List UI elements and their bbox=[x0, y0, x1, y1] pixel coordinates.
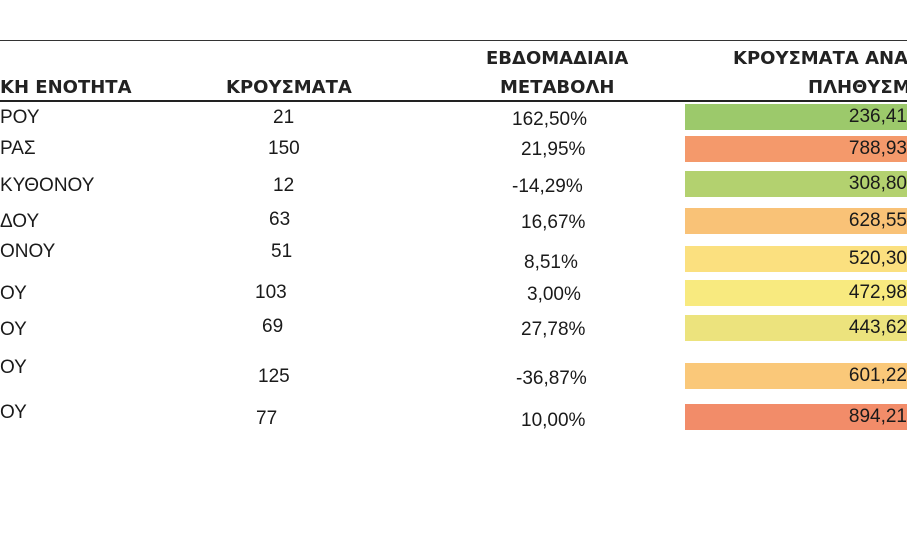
row-cases: 69 bbox=[262, 316, 284, 337]
row-rate-bar: 601,22 bbox=[685, 363, 907, 389]
row-weekly-change: 21,95% bbox=[521, 139, 586, 160]
row-region-name: ΟΝΟΥ bbox=[0, 241, 56, 262]
row-rate-value: 308,80 bbox=[848, 173, 907, 194]
row-weekly-change: 162,50% bbox=[512, 109, 588, 130]
header-bottom-border bbox=[0, 100, 907, 102]
row-weekly-change: 27,78% bbox=[521, 319, 586, 340]
row-rate-value: 520,30 bbox=[848, 248, 907, 269]
row-cases: 63 bbox=[269, 209, 291, 230]
header-per-population-line2: ΠΛΗΘΥΣΜ bbox=[808, 77, 907, 98]
row-region-name: ΡΟΥ bbox=[0, 107, 40, 128]
row-weekly-change: 16,67% bbox=[521, 212, 586, 233]
row-region-name: ΟΥ bbox=[0, 402, 27, 423]
row-region-name: ΟΥ bbox=[0, 357, 27, 378]
row-rate-value: 443,62 bbox=[848, 317, 907, 338]
row-region-name: ΡΑΣ bbox=[0, 138, 36, 159]
row-rate-bar: 788,93 bbox=[685, 136, 907, 162]
header-cases: ΚΡΟΥΣΜΑΤΑ bbox=[226, 77, 352, 98]
row-rate-bar: 443,62 bbox=[685, 315, 907, 341]
row-cases: 125 bbox=[258, 366, 290, 387]
row-weekly-change: 10,00% bbox=[521, 410, 586, 431]
row-weekly-change: -14,29% bbox=[512, 176, 583, 197]
row-cases: 51 bbox=[271, 241, 293, 262]
row-cases: 12 bbox=[273, 175, 295, 196]
row-cases: 21 bbox=[273, 107, 295, 128]
header-weekly-change-line2: ΜΕΤΑΒΟΛΗ bbox=[500, 77, 615, 98]
row-rate-value: 236,41 bbox=[848, 106, 907, 127]
row-cases: 103 bbox=[255, 282, 287, 303]
row-region-name: ΔΟΥ bbox=[0, 211, 40, 232]
row-rate-bar: 520,30 bbox=[685, 246, 907, 272]
header-region: ΚΗ ΕΝΟΤΗΤΑ bbox=[0, 77, 132, 98]
row-weekly-change: 8,51% bbox=[524, 252, 578, 273]
row-rate-value: 472,98 bbox=[848, 282, 907, 303]
row-cases: 77 bbox=[256, 408, 278, 429]
header-weekly-change-line1: ΕΒΔΟΜΑΔΙΑΙΑ bbox=[486, 48, 629, 69]
row-rate-bar: 472,98 bbox=[685, 280, 907, 306]
header-per-population-line1: ΚΡΟΥΣΜΑΤΑ ΑΝΑ bbox=[733, 48, 907, 69]
row-region-name: ΚΥΘΟΝΟΥ bbox=[0, 175, 95, 196]
table-top-border bbox=[0, 40, 907, 41]
row-region-name: ΟΥ bbox=[0, 283, 27, 304]
row-rate-bar: 628,55 bbox=[685, 208, 907, 234]
row-rate-value: 788,93 bbox=[848, 138, 907, 159]
row-weekly-change: 3,00% bbox=[527, 284, 581, 305]
row-rate-bar: 308,80 bbox=[685, 171, 907, 197]
row-rate-value: 628,55 bbox=[848, 210, 907, 231]
row-rate-value: 601,22 bbox=[848, 365, 907, 386]
row-cases: 150 bbox=[268, 138, 300, 159]
row-rate-bar: 236,41 bbox=[685, 104, 907, 130]
row-rate-bar: 894,21 bbox=[685, 404, 907, 430]
row-rate-value: 894,21 bbox=[848, 406, 907, 427]
row-weekly-change: -36,87% bbox=[516, 368, 587, 389]
row-region-name: ΟΥ bbox=[0, 319, 27, 340]
